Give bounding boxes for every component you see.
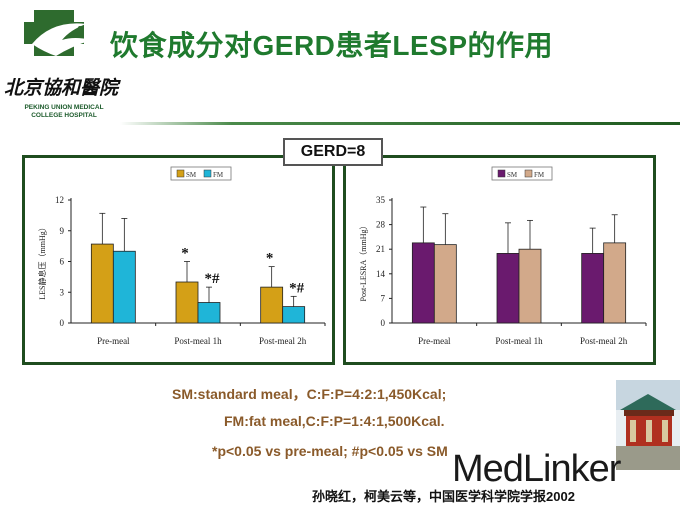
legend-box [491, 166, 553, 181]
hospital-name-en-line1: PEKING UNION MEDICAL [24, 104, 104, 111]
bar-sm [260, 286, 284, 324]
y-tick-label: 0 [60, 318, 65, 328]
chart-legend: SM FM [491, 166, 553, 181]
bar-sm [496, 253, 520, 324]
bar-fm [112, 250, 136, 324]
legend-swatch-sm [497, 169, 506, 178]
chart-les-resting-pressure: SM FM 0 3 6 9 12 LES静息压（mmHg） Pre-meal Post-meal … [37, 166, 326, 346]
y-tick-label: 35 [376, 195, 386, 205]
legend-label-fm: FM [213, 171, 224, 179]
legend-swatch-fm [203, 169, 212, 178]
bar-fm [603, 242, 627, 324]
gerd-count-label: GERD=8 [283, 138, 383, 166]
x-tick-label: Post-meal 2h [259, 336, 307, 346]
watermark: MedLinker [452, 448, 621, 490]
bar-sm [90, 243, 114, 324]
bar-sm [175, 281, 199, 324]
y-tick-label: 6 [60, 257, 65, 267]
bar-fm [282, 306, 306, 324]
legend-swatch-sm [176, 169, 185, 178]
building-photo [616, 380, 680, 470]
note-significance: *p<0.05 vs pre-meal; #p<0.05 vs SM [212, 443, 448, 459]
hospital-logo [22, 6, 100, 72]
bar-fm [518, 248, 542, 324]
y-axis-label: LES静息压（mmHg） [37, 223, 47, 299]
logo-bird [32, 23, 92, 56]
note-fm-definition: FM:fat meal,C:F:P=1:4:1,500Kcal. [224, 413, 445, 429]
y-tick-label: 9 [60, 226, 65, 236]
bar-sm [581, 253, 605, 324]
chart-post-lesra: SM FM 0 7 14 21 28 35 Post-LESRA（mmHg） Pre-meal Po… [359, 166, 647, 346]
chart-legend: SM FM [170, 166, 232, 181]
y-tick-label: 28 [376, 220, 386, 230]
legend-swatch-fm [524, 169, 533, 178]
y-tick-label: 0 [381, 318, 386, 328]
y-tick-label: 21 [376, 244, 385, 254]
y-tick-label: 14 [376, 269, 386, 279]
significance-marker: * [266, 251, 274, 267]
y-axis-label: Post-LESRA（mmHg） [359, 221, 368, 301]
hospital-name-en-line2: COLLEGE HOSPITAL [31, 112, 97, 119]
y-tick-label: 7 [381, 293, 386, 303]
significance-marker: * [181, 246, 189, 262]
bar-fm [197, 302, 221, 324]
significance-marker: *# [289, 280, 305, 296]
bar-sm [411, 242, 435, 324]
hospital-name-en: PEKING UNION MEDICAL COLLEGE HOSPITAL [14, 104, 114, 120]
x-tick-label: Post-meal 1h [174, 336, 222, 346]
chart-panel-right: SM FM 0 7 14 21 28 35 Post-LESRA（mmHg） Pre-meal Po… [343, 155, 656, 365]
citation: 孙晓红，柯美云等，中国医学科学院学报2002 [312, 489, 575, 504]
x-tick-label: Pre-meal [97, 336, 130, 346]
chart-panel-left: SM FM 0 3 6 9 12 LES静息压（mmHg） Pre-meal Post-meal … [22, 155, 335, 365]
legend-label-sm: SM [186, 171, 197, 179]
significance-marker: *# [205, 271, 221, 287]
hospital-name-cn: 北京協和醫院 [4, 74, 124, 100]
note-sm-definition: SM:standard meal，C:F:P=4:2:1,450Kcal; [172, 386, 447, 402]
y-tick-label: 3 [60, 287, 65, 297]
legend-label-sm: SM [507, 171, 518, 179]
title-divider [120, 122, 680, 125]
x-tick-label: Post-meal 1h [495, 336, 543, 346]
page-title: 饮食成分对GERD患者LESP的作用 [110, 30, 554, 61]
y-tick-label: 12 [55, 195, 64, 205]
legend-box [170, 166, 232, 181]
bar-fm [433, 244, 457, 324]
x-tick-label: Post-meal 2h [580, 336, 628, 346]
legend-label-fm: FM [534, 171, 545, 179]
hospital-name-cn-text: 北京協和醫院 [4, 77, 121, 99]
x-tick-label: Pre-meal [418, 336, 451, 346]
